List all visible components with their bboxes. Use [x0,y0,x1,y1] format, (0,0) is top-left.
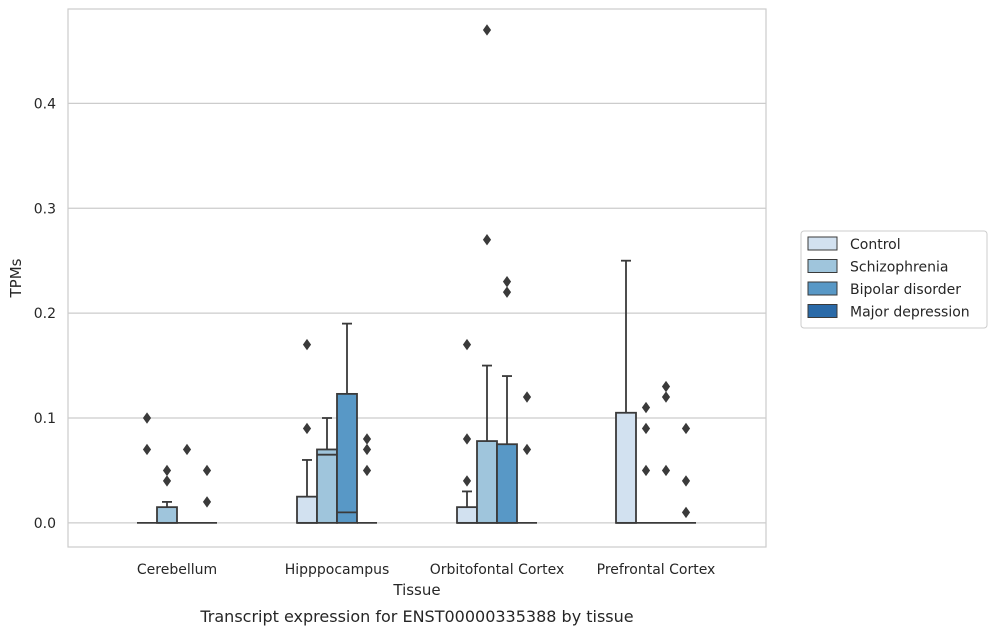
outlier-marker [462,338,472,351]
outlier-marker [522,391,532,403]
outlier-marker [142,412,152,424]
y-tick-label: 0.4 [34,96,56,112]
box-body [296,495,318,524]
y-tick-label: 0.3 [34,201,56,217]
box-body [336,392,358,524]
outlier-marker [641,464,651,477]
outlier-marker [661,464,671,477]
y-axis-ticks: 0.0 0.1 0.2 0.3 0.4 [34,96,56,531]
outlier-marker [522,443,532,456]
outliers [142,24,691,519]
legend-swatch [807,304,838,318]
outlier-marker [462,475,472,487]
x-tick-label: Hipppocampus [285,562,390,578]
outlier-marker [202,464,212,477]
outlier-marker [182,443,192,456]
legend-swatch [807,236,838,251]
box-body [615,411,637,524]
legend-swatch [807,259,838,273]
legend-swatch [807,281,838,296]
box-group [336,322,358,524]
box-body [156,506,178,524]
outlier-marker [162,464,172,477]
legend-label: Schizophrenia [850,260,948,276]
box-body [316,448,338,524]
outlier-marker [462,433,472,445]
legend-label: Bipolar disorder [850,282,961,298]
box-group [456,490,478,524]
box-group [496,375,518,524]
grid-lines [68,102,766,524]
legend-frame [800,230,988,329]
box-group [476,364,498,524]
y-axis-label: TPMs [7,258,25,298]
x-tick-label: Cerebellum [137,562,217,578]
legend-label: Major depression [850,305,970,321]
legend-label: Control [850,237,901,253]
outlier-marker [661,380,671,393]
x-tick-label: Prefrontal Cortex [597,562,716,578]
outlier-marker [502,275,512,288]
box-group [615,259,637,524]
legend-items: Control Schizophrenia Bipolar disorder Majo… [807,236,970,321]
outlier-marker [142,443,152,456]
outlier-marker [482,24,492,36]
boxes [137,259,696,524]
outlier-marker [681,422,691,435]
x-axis-ticks: Cerebellum Hipppocampus Orbitofontal Corte… [137,562,715,578]
outlier-marker [641,401,651,414]
box-group [296,459,318,524]
y-tick-label: 0.2 [34,306,56,322]
outlier-marker [362,443,372,456]
outlier-marker [482,234,492,246]
outlier-marker [302,422,312,435]
box-group [156,501,178,524]
outlier-marker [162,475,172,487]
outlier-marker [681,475,691,487]
box-body [456,506,478,524]
figure-caption: Transcript expression for ENST0000033538… [199,607,633,626]
box-body [496,443,518,524]
outlier-marker [362,464,372,477]
outlier-marker [661,391,671,403]
box-group [316,417,338,524]
legend: Control Schizophrenia Bipolar disorder Majo… [800,230,988,329]
plot-frame [67,8,767,548]
outlier-marker [202,496,212,508]
outlier-marker [362,433,372,445]
box-body [476,440,498,524]
x-tick-label: Orbitofontal Cortex [430,562,565,578]
outlier-marker [302,338,312,351]
outlier-marker [502,286,512,298]
outlier-marker [641,422,651,435]
x-axis-label: Tissue [392,581,440,599]
outlier-marker [681,506,691,519]
y-tick-label: 0.1 [34,411,56,427]
y-tick-label: 0.0 [34,516,56,532]
